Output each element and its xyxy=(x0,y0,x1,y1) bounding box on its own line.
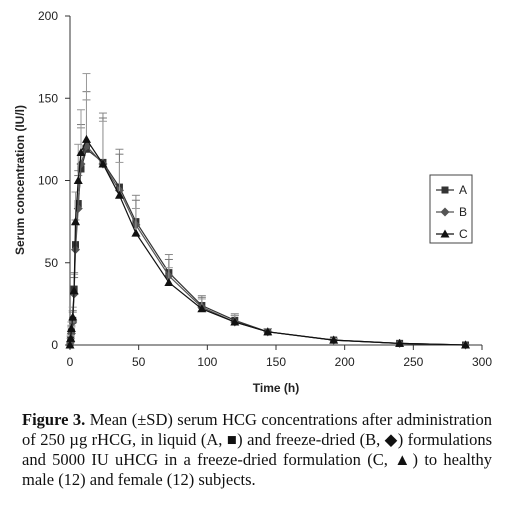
caption-text: Mean (±SD) serum HCG concentrations afte… xyxy=(22,410,492,489)
legend-label: B xyxy=(459,205,467,219)
caption-label: Figure 3. xyxy=(22,410,86,429)
data-point xyxy=(197,304,207,313)
data-point xyxy=(329,335,339,344)
y-axis-label: Serum concentration (IU/l) xyxy=(13,105,27,255)
y-tick-label: 50 xyxy=(45,256,59,270)
data-point xyxy=(81,134,91,143)
data-point xyxy=(76,148,86,157)
x-tick-label: 250 xyxy=(403,355,423,369)
data-point xyxy=(164,277,174,286)
series-line xyxy=(69,138,466,346)
series-B xyxy=(65,91,471,350)
y-tick-label: 100 xyxy=(38,174,58,188)
data-point xyxy=(114,190,124,199)
plot-area xyxy=(65,73,471,350)
legend: ABC xyxy=(429,174,473,244)
series-A xyxy=(66,99,470,349)
data-point xyxy=(131,228,141,237)
x-tick-label: 300 xyxy=(472,355,492,369)
data-point xyxy=(66,333,76,342)
legend-entry: B xyxy=(436,205,467,219)
series-line xyxy=(69,144,466,346)
x-axis-label: Time (h) xyxy=(253,381,299,395)
y-tick-label: 0 xyxy=(51,338,58,352)
data-point xyxy=(98,159,108,168)
data-point xyxy=(230,317,240,326)
data-point xyxy=(461,340,471,349)
data-point xyxy=(70,217,80,226)
figure-caption: Figure 3. Mean (±SD) serum HCG concentra… xyxy=(22,410,492,490)
x-tick-label: 50 xyxy=(132,355,146,369)
legend-label: A xyxy=(459,183,467,197)
legend-marker xyxy=(440,229,450,238)
serum-concentration-chart: 0 50 100 150 200 250 300 0 50 100 150 200 Serum co… xyxy=(13,9,492,395)
legend-box xyxy=(429,174,473,244)
series-C xyxy=(65,73,471,349)
legend-label: C xyxy=(459,227,468,241)
legend-marker xyxy=(440,207,450,217)
legend-entry: C xyxy=(436,227,468,241)
x-axis-ticks: 0 50 100 150 200 250 300 xyxy=(67,345,492,369)
data-point xyxy=(73,176,83,184)
x-tick-label: 150 xyxy=(266,355,286,369)
series-line xyxy=(69,148,466,346)
data-point xyxy=(66,324,76,333)
data-point xyxy=(68,312,78,321)
y-axis-ticks: 0 50 100 150 200 xyxy=(38,9,70,352)
data-point xyxy=(395,338,405,347)
legend-entry: A xyxy=(436,183,467,197)
y-tick-label: 150 xyxy=(38,91,58,105)
x-tick-label: 100 xyxy=(197,355,217,369)
legend-marker xyxy=(441,186,449,194)
axes xyxy=(69,16,482,346)
data-point xyxy=(69,286,79,295)
x-tick-label: 200 xyxy=(335,355,355,369)
x-tick-label: 0 xyxy=(67,355,74,369)
data-point xyxy=(65,340,75,349)
data-point xyxy=(263,327,273,336)
y-tick-label: 200 xyxy=(38,9,58,23)
